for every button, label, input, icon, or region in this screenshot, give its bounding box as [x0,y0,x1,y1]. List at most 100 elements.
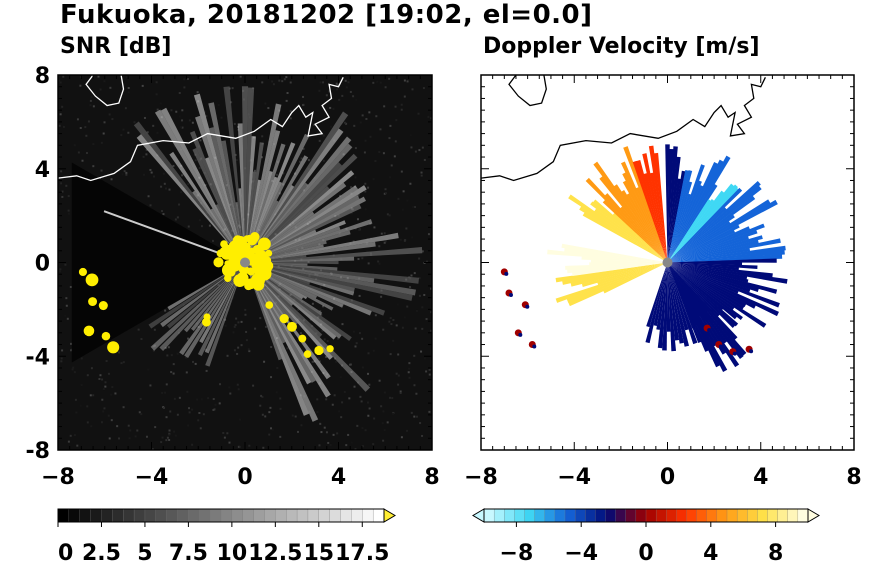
noise-speck [270,346,273,349]
noise-speck [160,185,163,188]
noise-speck [299,160,302,163]
noise-speck [354,345,357,348]
noise-speck [279,435,282,438]
noise-speck [99,88,102,91]
noise-speck [152,124,155,127]
noise-speck [279,407,282,410]
noise-speck [393,155,396,158]
noise-speck [413,272,416,275]
noise-speck [152,175,155,178]
echo-ray [245,136,352,263]
noise-speck [183,86,186,89]
echo-blob [254,246,262,254]
noise-speck [276,366,279,369]
colorbar-cell [351,508,363,523]
noise-speck [350,212,353,215]
noise-speck [364,190,367,193]
noise-speck [286,92,289,95]
noise-speck [428,410,431,413]
y-tick-label: -8 [26,439,50,464]
noise-speck [259,317,262,320]
noise-speck [79,404,82,407]
velocity-ray [567,262,668,274]
echo-ray [245,262,372,316]
precip-echo [252,279,265,291]
noise-speck [178,396,181,399]
noise-speck [152,349,155,352]
noise-speck [272,83,275,86]
noise-speck [373,226,376,229]
echo-ray [245,262,316,383]
echo-ray [208,102,245,263]
noise-speck [378,245,381,248]
colorbar-tick-label: 4 [703,541,718,566]
noise-speck [70,349,73,352]
noise-speck [260,394,263,397]
velocity-ray [667,159,724,263]
noise-speck [59,268,62,271]
velocity-ray [667,238,781,263]
precip-echo [107,341,120,354]
noise-speck [389,176,392,179]
noise-speck [178,92,181,95]
velocity-ray [562,262,668,285]
noise-speck [297,308,300,311]
velocity-ray [667,262,767,328]
colorbar-cell [706,508,718,523]
velocity-ray [667,229,736,263]
noise-speck [289,81,292,84]
noise-speck [228,441,231,444]
velocity-ray [667,262,698,345]
noise-speck [236,383,239,386]
noise-speck [205,369,208,372]
noise-speck [120,134,123,137]
noise-speck [367,372,370,375]
echo-blob [249,234,259,244]
noise-speck [413,384,416,387]
noise-speck [406,305,409,308]
noise-speck [345,444,348,447]
echo-ray [136,134,245,263]
precip-echo [298,334,307,343]
noise-speck [178,203,181,206]
noise-speck [348,233,351,236]
precip-echo [287,321,297,332]
noise-speck [186,390,189,393]
noise-speck [156,131,159,134]
velocity-ray [568,262,668,307]
velocity-ray [667,262,739,327]
colorbar-cell [585,508,596,523]
noise-speck [239,75,242,78]
noise-speck [111,118,114,121]
velocity-ray [667,207,727,263]
colorbar-cell [199,508,211,523]
velocity-ray [667,262,751,293]
colorbar-tick-label: 8 [768,541,783,566]
coastline [508,75,547,107]
velocity-ray [667,258,777,263]
echo-ray [245,128,344,263]
echo-ray [245,170,355,263]
velocity-ray [602,199,668,263]
noise-speck [281,80,284,83]
velocity-ray [667,235,763,263]
noise-speck [168,429,171,432]
noise-speck [263,360,266,363]
precip-echo [749,349,754,354]
noise-speck [271,428,274,431]
noise-speck [178,115,181,118]
colorbar-cell [787,508,799,523]
noise-speck [348,397,351,400]
noise-speck [108,437,111,440]
colorbar-cell [504,508,515,523]
noise-speck [349,363,352,366]
precip-echo [504,271,509,276]
velocity-ray [662,262,668,351]
velocity-ray [667,262,690,347]
x-tick-label: 8 [846,465,861,490]
noise-speck [367,186,370,189]
noise-speck [269,406,272,409]
noise-speck [90,367,93,370]
noise-speck [359,395,362,398]
noise-speck [384,188,387,191]
